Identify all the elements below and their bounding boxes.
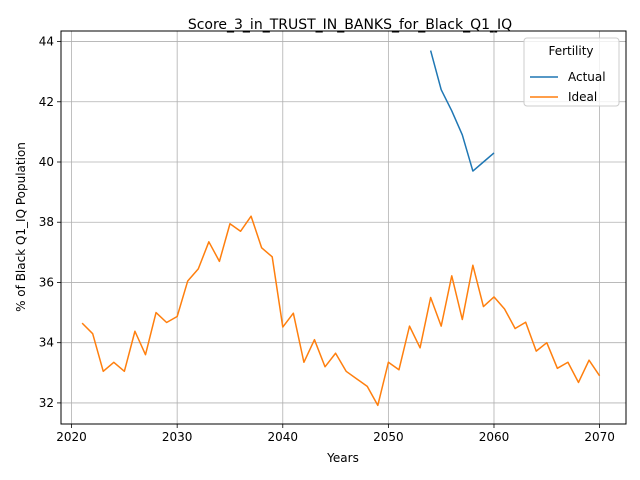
- x-tick-label: 2020: [56, 430, 87, 444]
- series-lines: [81, 50, 601, 407]
- y-tick-label: 32: [39, 396, 54, 410]
- y-tick-label: 40: [39, 155, 54, 169]
- y-tick-label: 36: [39, 275, 54, 289]
- legend-title: Fertility: [548, 44, 593, 58]
- x-axis-ticks: 2020 2030 2040 2050 2060 2070: [56, 424, 615, 444]
- y-tick-label: 42: [39, 95, 54, 109]
- legend-label-actual: Actual: [568, 70, 606, 84]
- legend-label-ideal: Ideal: [568, 90, 597, 104]
- y-tick-label: 34: [39, 336, 54, 350]
- y-tick-label: 44: [39, 35, 54, 49]
- y-axis-label: % of Black Q1_IQ Population: [14, 142, 28, 312]
- y-tick-label: 38: [39, 215, 54, 229]
- x-tick-label: 2030: [162, 430, 193, 444]
- chart-title: Score_3_in_TRUST_IN_BANKS_for_Black_Q1_I…: [188, 17, 512, 33]
- x-tick-label: 2070: [584, 430, 615, 444]
- plot-frame: [60, 30, 627, 425]
- x-tick-label: 2050: [373, 430, 404, 444]
- legend: Fertility Actual Ideal: [523, 37, 620, 107]
- legend-box: [523, 37, 620, 107]
- x-tick-label: 2060: [479, 430, 510, 444]
- x-axis-label: Years: [326, 451, 359, 465]
- series-line-ideal: [81, 215, 601, 407]
- y-axis-ticks: 32 34 36 38 40 42 44: [39, 35, 61, 410]
- x-tick-label: 2040: [268, 430, 299, 444]
- series-line-actual: [429, 50, 495, 172]
